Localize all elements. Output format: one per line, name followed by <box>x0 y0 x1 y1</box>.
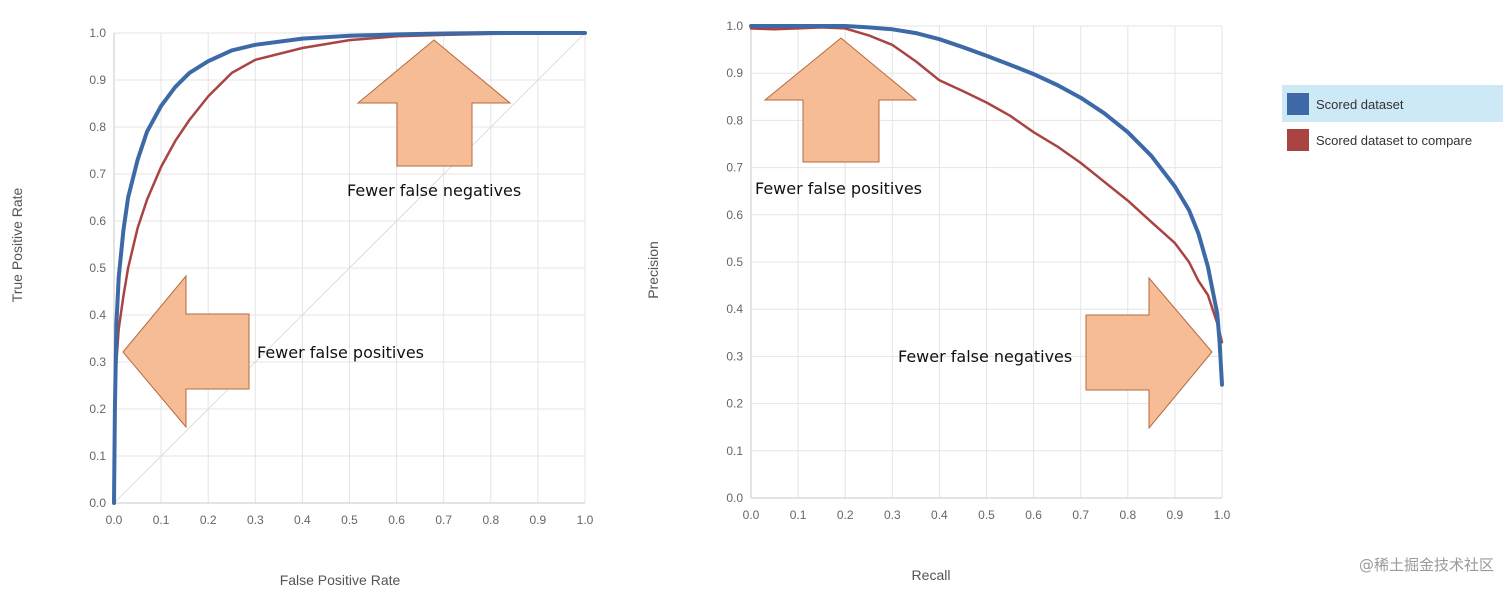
roc-xtick-0.5: 0.5 <box>341 513 358 527</box>
pr-ytick-0.1: 0.1 <box>726 444 743 458</box>
roc-xtick-0.7: 0.7 <box>435 513 452 527</box>
roc-y-axis-label: True Positive Rate <box>9 187 25 302</box>
roc-xtick-0.4: 0.4 <box>294 513 311 527</box>
pr-xtick-0.6: 0.6 <box>1025 508 1042 522</box>
pr-chart: 0.0 0.1 0.2 0.3 0.4 0.5 0.6 0.7 0.8 0.9 1.0 0.0 0.1 0… <box>645 19 1231 583</box>
pr-xtick-0.7: 0.7 <box>1072 508 1089 522</box>
roc-annotation-fewer-false-negatives: Fewer false negatives <box>347 181 521 200</box>
pr-xtick-0.8: 0.8 <box>1119 508 1136 522</box>
roc-ytick-0.0: 0.0 <box>89 496 106 510</box>
pr-tick-labels: 0.0 0.1 0.2 0.3 0.4 0.5 0.6 0.7 0.8 0.9 1.0 0.0 0.1 0… <box>726 19 1230 522</box>
roc-ytick-0.9: 0.9 <box>89 73 106 87</box>
roc-ytick-0.1: 0.1 <box>89 449 106 463</box>
pr-xtick-0.0: 0.0 <box>743 508 760 522</box>
roc-xtick-0.2: 0.2 <box>200 513 217 527</box>
pr-xtick-0.2: 0.2 <box>837 508 854 522</box>
pr-xtick-1.0: 1.0 <box>1214 508 1231 522</box>
pr-series-scored-dataset <box>749 24 1224 387</box>
legend-label-scored-dataset[interactable]: Scored dataset <box>1316 97 1404 112</box>
watermark: @稀土掘金技术社区 <box>1359 556 1494 574</box>
pr-series <box>749 24 1224 387</box>
roc-xtick-1.0: 1.0 <box>577 513 594 527</box>
pr-xtick-0.1: 0.1 <box>790 508 807 522</box>
roc-ytick-0.7: 0.7 <box>89 167 106 181</box>
roc-xtick-0.6: 0.6 <box>388 513 405 527</box>
pr-y-axis-label: Precision <box>645 241 661 299</box>
pr-ytick-0.6: 0.6 <box>726 208 743 222</box>
pr-ytick-0.4: 0.4 <box>726 302 743 316</box>
roc-series-scored-dataset <box>112 31 587 505</box>
roc-series-diagonal <box>113 32 586 504</box>
pr-ytick-0.9: 0.9 <box>726 66 743 80</box>
pr-ytick-0.2: 0.2 <box>726 397 743 411</box>
pr-right-arrow <box>1085 276 1213 430</box>
roc-ytick-0.4: 0.4 <box>89 308 106 322</box>
legend-item-highlight <box>1282 85 1503 122</box>
roc-series <box>112 31 587 505</box>
roc-ytick-0.6: 0.6 <box>89 214 106 228</box>
legend-label-scored-dataset-to-compare[interactable]: Scored dataset to compare <box>1316 133 1472 148</box>
pr-xtick-0.4: 0.4 <box>931 508 948 522</box>
pr-ytick-0.5: 0.5 <box>726 255 743 269</box>
roc-xtick-0.1: 0.1 <box>153 513 170 527</box>
pr-ytick-0.8: 0.8 <box>726 113 743 127</box>
pr-up-arrow <box>763 37 918 163</box>
pr-annotation-fewer-false-negatives: Fewer false negatives <box>898 347 1072 366</box>
legend-swatch-scored-dataset-to-compare <box>1287 129 1309 151</box>
pr-gridlines <box>750 25 1223 499</box>
pr-annotation-fewer-false-positives: Fewer false positives <box>755 179 922 198</box>
roc-ytick-1.0: 1.0 <box>89 26 106 40</box>
roc-chart: 0.0 0.1 0.2 0.3 0.4 0.5 0.6 0.7 0.8 0.9 1.0 0.0 0.1 0… <box>9 26 594 588</box>
roc-ytick-0.2: 0.2 <box>89 402 106 416</box>
pr-ytick-1.0: 1.0 <box>726 19 743 33</box>
roc-ytick-0.3: 0.3 <box>89 355 106 369</box>
roc-tick-labels: 0.0 0.1 0.2 0.3 0.4 0.5 0.6 0.7 0.8 0.9 1.0 0.0 0.1 0… <box>89 26 593 527</box>
roc-xtick-0.0: 0.0 <box>106 513 123 527</box>
roc-xtick-0.9: 0.9 <box>530 513 547 527</box>
roc-annotation-fewer-false-positives: Fewer false positives <box>257 343 424 362</box>
roc-left-arrow <box>122 274 250 429</box>
roc-xtick-0.8: 0.8 <box>482 513 499 527</box>
roc-up-arrow <box>356 39 512 167</box>
roc-xtick-0.3: 0.3 <box>247 513 264 527</box>
pr-xtick-0.9: 0.9 <box>1167 508 1184 522</box>
pr-ytick-0.7: 0.7 <box>726 161 743 175</box>
pr-xtick-0.3: 0.3 <box>884 508 901 522</box>
roc-ytick-0.8: 0.8 <box>89 120 106 134</box>
pr-series-scored-dataset-to-compare <box>749 26 1224 344</box>
pr-xtick-0.5: 0.5 <box>978 508 995 522</box>
pr-ytick-0.0: 0.0 <box>726 491 743 505</box>
legend: Scored dataset Scored dataset to compare <box>1282 85 1503 151</box>
roc-ytick-0.5: 0.5 <box>89 261 106 275</box>
roc-x-axis-label: False Positive Rate <box>280 572 401 588</box>
pr-ytick-0.3: 0.3 <box>726 349 743 363</box>
legend-swatch-scored-dataset <box>1287 93 1309 115</box>
pr-x-axis-label: Recall <box>912 567 951 583</box>
